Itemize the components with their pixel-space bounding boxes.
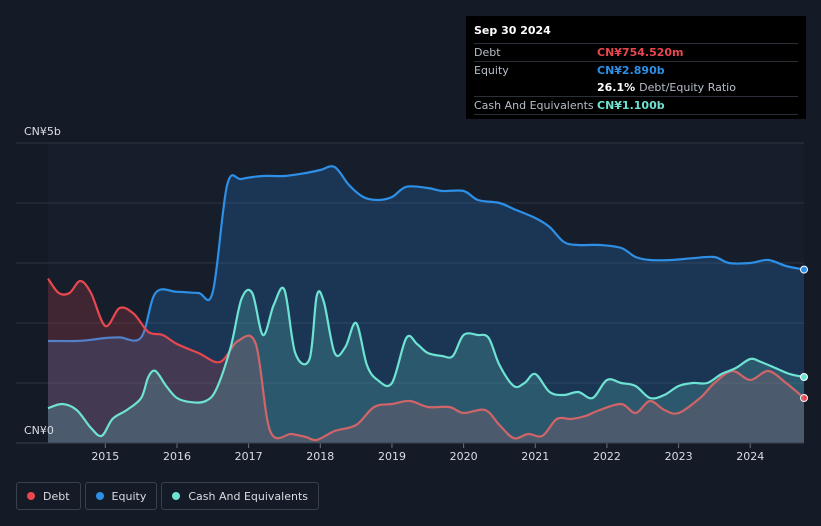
- x-tick-label-2022: 2022: [593, 450, 621, 463]
- x-tick-label-2018: 2018: [306, 450, 334, 463]
- legend-item-debt[interactable]: Debt: [16, 482, 81, 510]
- x-tick-label-2016: 2016: [163, 450, 191, 463]
- tooltip-debt-row: Debt CN¥754.520m: [474, 44, 798, 62]
- tooltip-equity-label: Equity: [474, 64, 509, 77]
- tooltip-ratio-value: 26.1%: [597, 81, 636, 94]
- equity-end-point: [800, 265, 808, 274]
- debt-area: [48, 278, 804, 443]
- legend-label-cash: Cash And Equivalents: [188, 489, 308, 503]
- cash-end-point: [800, 373, 808, 381]
- x-tick-label-2024: 2024: [736, 450, 764, 463]
- legend-label-debt: Debt: [43, 489, 70, 503]
- legend-dot-equity-icon: [95, 492, 104, 500]
- x-tick-label-2023: 2023: [665, 450, 693, 463]
- chart-legend: Debt Equity Cash And Equivalents: [16, 482, 323, 510]
- x-tick-label-2021: 2021: [521, 450, 549, 463]
- equity-area: [48, 166, 804, 443]
- tooltip-debt-value: CN¥754.520m: [597, 46, 684, 59]
- x-tick-label-2019: 2019: [378, 450, 406, 463]
- x-tick-label-2015: 2015: [91, 450, 119, 463]
- tooltip-debt-label: Debt: [474, 46, 501, 59]
- tooltip-cash-row: Cash And Equivalents CN¥1.100b: [474, 97, 798, 115]
- plot-area: [48, 143, 804, 443]
- tooltip-ratio-label: Debt/Equity Ratio: [639, 81, 736, 94]
- tooltip-cash-value: CN¥1.100b: [597, 99, 665, 112]
- equity-line: [47, 165, 805, 343]
- tooltip-panel: Sep 30 2024 Debt CN¥754.520m Equity CN¥2…: [466, 16, 806, 119]
- legend-item-equity[interactable]: Equity: [84, 482, 158, 510]
- tooltip-ratio-row: 26.1% Debt/Equity Ratio: [474, 79, 798, 97]
- x-tick-label-2020: 2020: [450, 450, 478, 463]
- tooltip-cash-label: Cash And Equivalents: [474, 99, 594, 112]
- tooltip-equity-row: Equity CN¥2.890b: [474, 62, 798, 79]
- legend-dot-cash-icon: [172, 492, 181, 500]
- x-tick-label-2017: 2017: [235, 450, 263, 463]
- tooltip-date: Sep 30 2024: [474, 23, 798, 44]
- y-axis-top-label: CN¥5b: [24, 125, 61, 138]
- legend-dot-debt-icon: [27, 492, 35, 500]
- legend-item-cash[interactable]: Cash And Equivalents: [161, 482, 319, 510]
- tooltip-equity-value: CN¥2.890b: [597, 64, 665, 77]
- y-axis-bottom-label: CN¥0: [24, 424, 54, 437]
- cash-area: [48, 287, 804, 443]
- debt-end-point: [800, 394, 808, 402]
- cash-line: [47, 286, 805, 438]
- legend-label-equity: Equity: [111, 489, 147, 503]
- debt-line: [47, 277, 805, 442]
